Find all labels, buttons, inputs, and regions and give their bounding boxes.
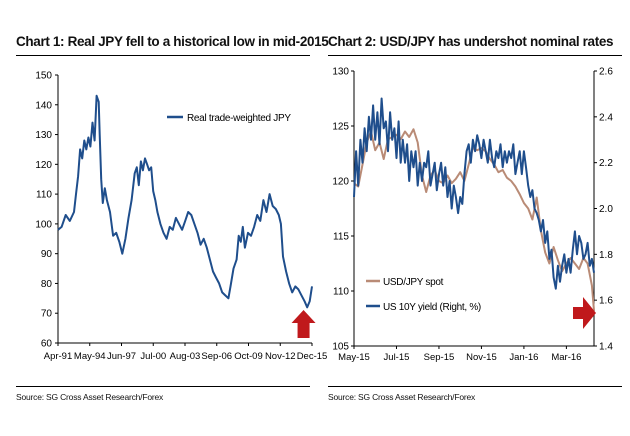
- chart-2-source-rule: [328, 386, 622, 387]
- chart-1-source-rule: [16, 386, 310, 387]
- chart-1-y-tick-label: 140: [35, 100, 52, 111]
- chart-1-y-tick-label: 130: [35, 130, 52, 141]
- chart-1-x-tick-label: Apr-91: [44, 351, 73, 362]
- chart-2-left-tick-label: 110: [333, 287, 349, 298]
- chart-2-left-tick-label: 125: [332, 122, 349, 133]
- chart-2-x-tick-label: Sep-15: [424, 352, 455, 363]
- chart-1-source: Source: SG Cross Asset Research/Forex: [16, 392, 164, 402]
- chart-2-left-tick-label: 105: [332, 342, 349, 353]
- chart-2-x-tick-label: Mar-16: [551, 352, 581, 363]
- chart-1-panel: Chart 1: Real JPY fell to a historical l…: [16, 34, 329, 402]
- chart-1-y-tick-label: 90: [41, 249, 53, 260]
- chart-2-right-tick-label: 1.8: [599, 250, 613, 261]
- chart-2-annotation-arrow: [573, 297, 596, 329]
- chart-2-legend-label-usdjpy: USD/JPY spot: [383, 277, 444, 288]
- chart-1-y-tick-label: 110: [36, 190, 52, 201]
- chart-1-y-tick-label: 80: [41, 279, 53, 290]
- chart-1-x-tick-label: Oct-09: [234, 351, 263, 362]
- chart-2-x-tick-label: Jul-15: [384, 352, 410, 363]
- chart-1-legend-label: Real trade-weighted JPY: [187, 113, 291, 124]
- chart-2-panel: Chart 2: USD/JPY has undershot nominal r…: [318, 0, 630, 436]
- chart-1-y-tick-label: 60: [41, 339, 53, 350]
- chart-2-legend-label-us10y: US 10Y yield (Right, %): [383, 302, 481, 313]
- chart-1-y-tick-label: 120: [35, 160, 52, 171]
- chart-2-title-rule: [328, 55, 622, 56]
- chart-2-x-tick-label: May-15: [338, 352, 370, 363]
- chart-1-title-rule: [16, 55, 310, 56]
- chart-1-x-tick-label: Jun-97: [107, 351, 136, 362]
- chart-1-y-tick-label: 150: [35, 71, 52, 82]
- chart-1-y-tick-label: 70: [41, 309, 53, 320]
- chart-1-x-tick-label: Aug-03: [170, 351, 201, 362]
- chart-2-x-tick-label: Jan-16: [509, 352, 538, 363]
- chart-1-title: Chart 1: Real JPY fell to a historical l…: [16, 34, 329, 49]
- chart-2-right-tick-label: 2.2: [599, 158, 613, 169]
- chart-2-plot: 105 110 115 120 125 130 1.4 1.6 1.8 2.0 2.2 2.4 2.6 M…: [332, 67, 613, 364]
- chart-2-right-tick-label: 2.0: [599, 204, 613, 215]
- chart-2-right-tick-label: 1.6: [599, 296, 613, 307]
- chart-1-y-tick-label: 100: [35, 219, 52, 230]
- chart-1-series-line: [57, 94, 313, 309]
- chart-1-x-tick-label: Dec-15: [297, 351, 328, 362]
- chart-2-right-tick-label: 2.4: [599, 112, 613, 123]
- chart-2-left-tick-label: 130: [332, 67, 349, 78]
- chart-2-title: Chart 2: USD/JPY has undershot nominal r…: [328, 34, 614, 49]
- chart-2-right-tick-label: 2.6: [599, 67, 613, 78]
- chart-1-x-tick-label: Nov-12: [265, 351, 296, 362]
- chart-2-left-tick-label: 120: [332, 177, 349, 188]
- chart-1-x-tick-label: Jul-00: [140, 351, 166, 362]
- chart-2-left-tick-label: 115: [333, 232, 349, 243]
- chart-2-us10y-line: [353, 97, 595, 290]
- chart-2-right-tick-label: 1.4: [599, 342, 613, 353]
- chart-1-x-tick-label: May-94: [74, 351, 106, 362]
- chart-1-x-tick-label: Sep-06: [201, 351, 232, 362]
- chart-2-x-tick-label: Nov-15: [466, 352, 497, 363]
- chart-2-source: Source: SG Cross Asset Research/Forex: [328, 392, 476, 402]
- chart-1-annotation-arrow: [291, 310, 316, 338]
